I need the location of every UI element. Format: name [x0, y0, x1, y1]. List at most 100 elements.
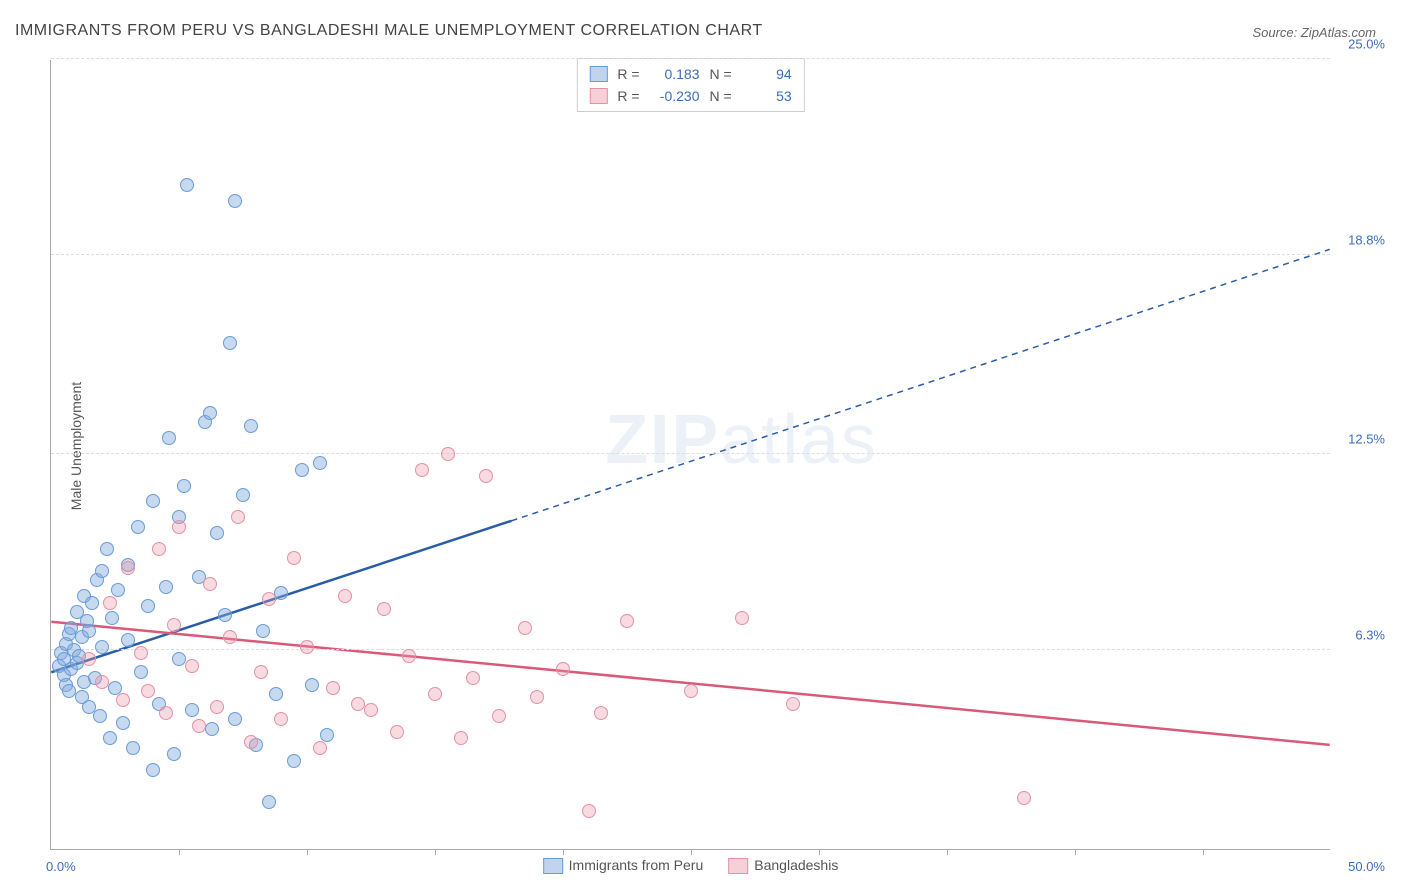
r-label-1: R = — [617, 63, 639, 85]
scatter-point — [116, 693, 130, 707]
scatter-point — [620, 614, 634, 628]
scatter-point — [479, 469, 493, 483]
swatch-blue-icon — [589, 66, 607, 82]
scatter-point — [262, 592, 276, 606]
scatter-point — [295, 463, 309, 477]
scatter-point — [192, 719, 206, 733]
x-axis-max-label: 50.0% — [1348, 859, 1385, 874]
x-tick — [435, 849, 436, 855]
scatter-point — [287, 551, 301, 565]
scatter-point — [131, 520, 145, 534]
trend-line-dashed — [512, 249, 1330, 520]
scatter-point — [320, 728, 334, 742]
scatter-point — [428, 687, 442, 701]
scatter-point — [556, 662, 570, 676]
chart-title: IMMIGRANTS FROM PERU VS BANGLADESHI MALE… — [15, 22, 763, 40]
scatter-point — [116, 716, 130, 730]
swatch-pink-icon — [589, 88, 607, 104]
x-tick — [819, 849, 820, 855]
bottom-legend: Immigrants from Peru Bangladeshis — [543, 857, 839, 874]
x-tick — [563, 849, 564, 855]
x-tick — [947, 849, 948, 855]
scatter-point — [223, 630, 237, 644]
scatter-point — [269, 687, 283, 701]
scatter-point — [105, 611, 119, 625]
x-tick — [179, 849, 180, 855]
scatter-point — [466, 671, 480, 685]
scatter-point — [415, 463, 429, 477]
scatter-point — [103, 596, 117, 610]
scatter-point — [134, 665, 148, 679]
r-value-1: 0.183 — [650, 63, 700, 85]
gridline — [51, 254, 1330, 255]
scatter-point — [274, 712, 288, 726]
scatter-point — [134, 646, 148, 660]
x-axis-min-label: 0.0% — [46, 859, 76, 874]
scatter-point — [244, 419, 258, 433]
scatter-point — [172, 520, 186, 534]
scatter-point — [95, 564, 109, 578]
scatter-point — [287, 754, 301, 768]
scatter-point — [185, 659, 199, 673]
x-tick — [1203, 849, 1204, 855]
scatter-point — [177, 479, 191, 493]
scatter-point — [203, 577, 217, 591]
scatter-point — [228, 712, 242, 726]
scatter-point — [141, 684, 155, 698]
scatter-point — [205, 722, 219, 736]
scatter-point — [338, 589, 352, 603]
scatter-point — [126, 741, 140, 755]
scatter-point — [180, 178, 194, 192]
scatter-point — [313, 456, 327, 470]
scatter-point — [141, 599, 155, 613]
scatter-point — [582, 804, 596, 818]
scatter-point — [236, 488, 250, 502]
scatter-point — [530, 690, 544, 704]
scatter-point — [305, 678, 319, 692]
gridline — [51, 453, 1330, 454]
scatter-point — [203, 406, 217, 420]
scatter-point — [518, 621, 532, 635]
n-value-2: 53 — [742, 85, 792, 107]
scatter-point — [735, 611, 749, 625]
stats-row-bangladeshi: R = -0.230 N = 53 — [589, 85, 791, 107]
x-tick — [1075, 849, 1076, 855]
scatter-point — [82, 624, 96, 638]
correlation-stats-box: R = 0.183 N = 94 R = -0.230 N = 53 — [576, 58, 804, 112]
scatter-point — [121, 561, 135, 575]
chart-container: IMMIGRANTS FROM PERU VS BANGLADESHI MALE… — [0, 0, 1406, 892]
scatter-point — [262, 795, 276, 809]
scatter-point — [256, 624, 270, 638]
scatter-point — [786, 697, 800, 711]
scatter-point — [390, 725, 404, 739]
r-value-2: -0.230 — [650, 85, 700, 107]
x-tick — [307, 849, 308, 855]
scatter-point — [326, 681, 340, 695]
scatter-point — [93, 709, 107, 723]
legend-item-bangladeshi: Bangladeshis — [728, 857, 838, 874]
scatter-point — [377, 602, 391, 616]
scatter-point — [82, 652, 96, 666]
scatter-point — [454, 731, 468, 745]
gridline — [51, 649, 1330, 650]
scatter-point — [95, 640, 109, 654]
scatter-point — [162, 431, 176, 445]
scatter-point — [1017, 791, 1031, 805]
scatter-point — [223, 336, 237, 350]
scatter-point — [103, 731, 117, 745]
scatter-point — [85, 596, 99, 610]
scatter-point — [441, 447, 455, 461]
scatter-point — [364, 703, 378, 717]
scatter-point — [167, 747, 181, 761]
scatter-point — [210, 700, 224, 714]
y-tick-label: 6.3% — [1355, 627, 1385, 642]
plot-area: ZIPatlas R = 0.183 N = 94 R = -0.230 N =… — [50, 60, 1330, 850]
scatter-point — [274, 586, 288, 600]
watermark-bold: ZIP — [605, 400, 720, 478]
y-tick-label: 25.0% — [1348, 37, 1385, 52]
scatter-point — [492, 709, 506, 723]
scatter-point — [313, 741, 327, 755]
scatter-point — [100, 542, 114, 556]
scatter-point — [231, 510, 245, 524]
scatter-point — [218, 608, 232, 622]
